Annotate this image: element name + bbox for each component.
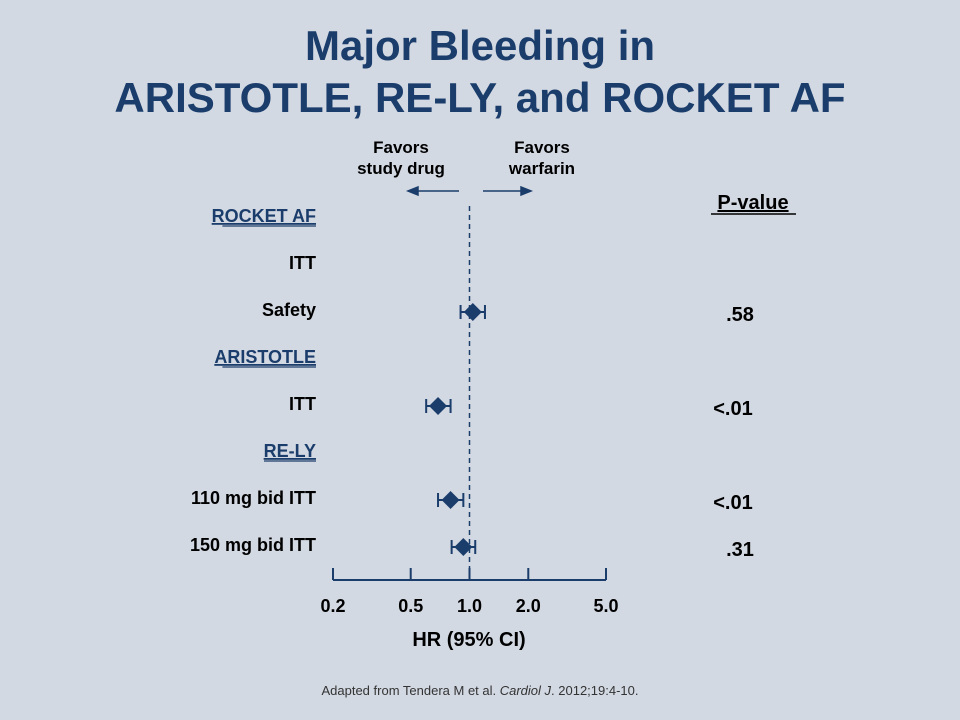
- hr-marker: [463, 303, 482, 321]
- x-tick-label: 1.0: [457, 596, 482, 616]
- source-prefix: Adapted from Tendera M et al.: [321, 683, 500, 698]
- title-line-1: Major Bleeding in: [304, 22, 656, 69]
- row-label: ITT: [289, 394, 316, 414]
- favors-right-line1: Favors: [514, 138, 570, 157]
- favors-right-line2: warfarin: [508, 159, 575, 178]
- x-axis: 0.2 0.5 1.0 2.0 5.0: [320, 568, 619, 616]
- group-label: RE-LY: [264, 441, 316, 461]
- pvalue-header: P-value: [717, 192, 788, 214]
- p-value: <.01: [713, 492, 752, 514]
- hr-marker: [454, 538, 473, 556]
- title-line-2: ARISTOTLE, RE-LY, and ROCKET AF: [114, 74, 846, 121]
- group-label: ROCKET AF: [212, 206, 316, 226]
- hr-marker: [429, 397, 448, 415]
- x-tick-label: 0.2: [320, 596, 345, 616]
- slide-title: Major Bleeding in ARISTOTLE, RE-LY, and …: [0, 20, 960, 124]
- source-journal: Cardiol J: [499, 683, 552, 698]
- favors-left-line2: study drug: [357, 159, 445, 178]
- group-label: ARISTOTLE: [214, 347, 316, 367]
- x-tick-label: 5.0: [593, 596, 618, 616]
- row-label: 110 mg bid ITT: [191, 488, 316, 508]
- favors-right-arrow: [483, 185, 534, 197]
- p-value: .31: [726, 539, 754, 561]
- favors-left-line1: Favors: [373, 138, 429, 157]
- favors-left-arrow: [405, 185, 459, 197]
- x-tick-label: 0.5: [398, 596, 423, 616]
- source-citation: Adapted from Tendera M et al. Cardiol J.…: [0, 683, 960, 698]
- p-value: .58: [726, 304, 754, 326]
- row-label: Safety: [262, 300, 316, 320]
- source-suffix: . 2012;19:4-10.: [551, 683, 639, 698]
- x-axis-label: HR (95% CI): [412, 629, 525, 651]
- x-tick-label: 2.0: [516, 596, 541, 616]
- row-label: ITT: [289, 253, 316, 273]
- forest-rows: ROCKET AF ITT Safety .58 ARISTOTLE ITT <.01 RE-…: [190, 206, 754, 561]
- hr-marker: [441, 491, 460, 509]
- p-value: <.01: [713, 398, 752, 420]
- row-label: 150 mg bid ITT: [190, 535, 316, 555]
